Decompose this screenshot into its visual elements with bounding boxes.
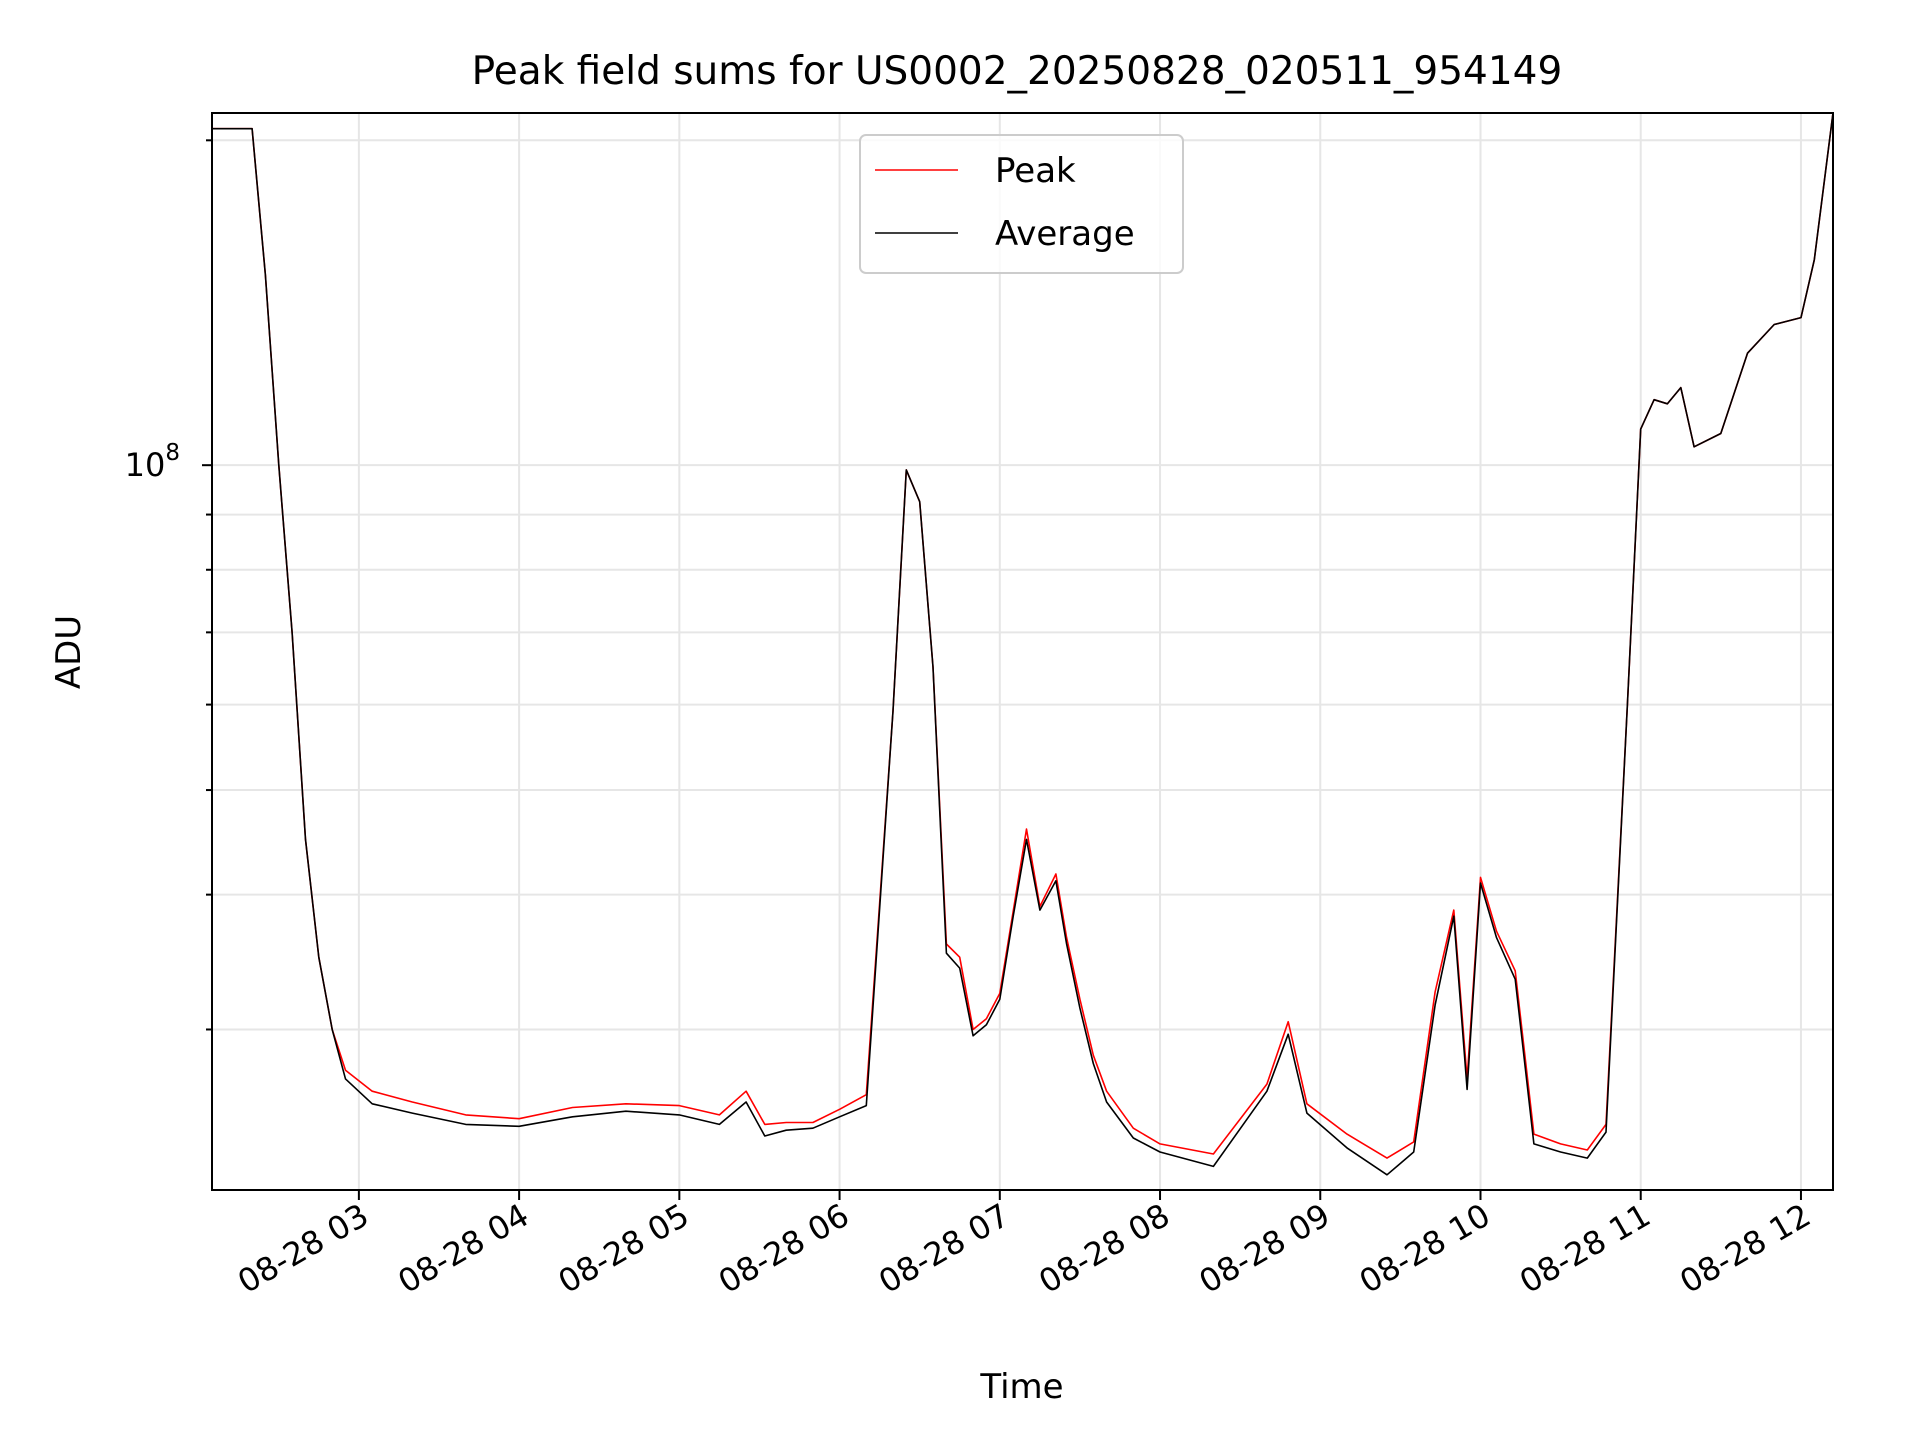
y-axis-label: ADU (49, 615, 89, 689)
chart-title: Peak field sums for US0002_20250828_0205… (472, 49, 1563, 94)
series-layer (212, 112, 1834, 1176)
legend-label-average: Average (995, 214, 1135, 254)
legend-label-peak: Peak (995, 151, 1076, 191)
x-axis-label: Time (979, 1367, 1063, 1407)
axes-frame (211, 112, 1834, 1191)
series-line-average (212, 112, 1834, 1176)
grid (212, 113, 1833, 1190)
y-tick-label: 108 (125, 440, 180, 484)
legend: Peak Average (859, 134, 1184, 274)
